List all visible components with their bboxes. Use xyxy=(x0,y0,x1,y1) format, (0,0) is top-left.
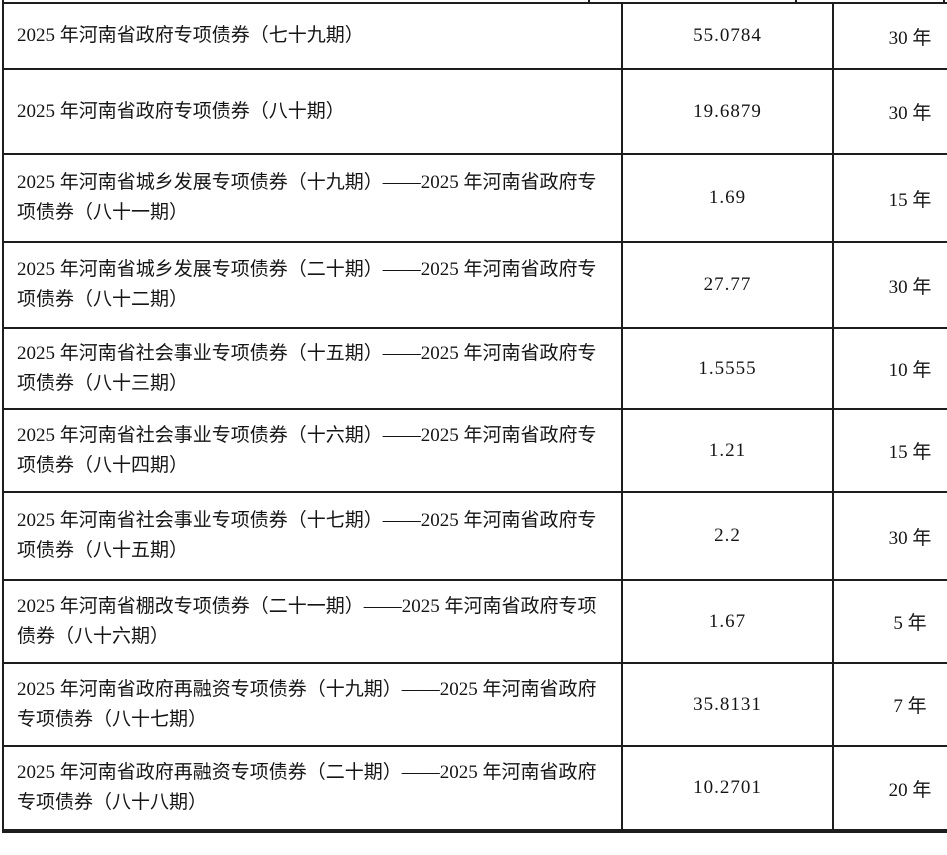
bond-term-cell: 10 年 xyxy=(832,327,947,410)
bond-table: 2025 年河南省政府专项债券（七十九期） 55.0784 30 年 2025 … xyxy=(2,2,947,833)
bond-amount-cell: 2.2 xyxy=(621,491,834,581)
table-row: 2025 年河南省社会事业专项债券（十七期）——2025 年河南省政府专项债券（… xyxy=(2,491,947,581)
table-row: 2025 年河南省棚改专项债券（二十一期）——2025 年河南省政府专项债券（八… xyxy=(2,579,947,664)
bond-term-cell: 30 年 xyxy=(832,491,947,581)
bond-name-cell: 2025 年河南省社会事业专项债券（十五期）——2025 年河南省政府专项债券（… xyxy=(2,327,623,410)
table-row: 2025 年河南省政府再融资专项债券（十九期）——2025 年河南省政府专项债券… xyxy=(2,662,947,747)
table-gridline-stub xyxy=(2,0,4,4)
bond-name-cell: 2025 年河南省城乡发展专项债券（二十期）——2025 年河南省政府专项债券（… xyxy=(2,241,623,329)
bond-amount-cell: 10.2701 xyxy=(621,745,834,833)
table-row: 2025 年河南省政府专项债券（八十期） 19.6879 30 年 xyxy=(2,68,947,155)
table-gridline-stub xyxy=(588,0,590,4)
table-row: 2025 年河南省社会事业专项债券（十六期）——2025 年河南省政府专项债券（… xyxy=(2,408,947,493)
bond-name-cell: 2025 年河南省社会事业专项债券（十七期）——2025 年河南省政府专项债券（… xyxy=(2,491,623,581)
table-row: 2025 年河南省社会事业专项债券（十五期）——2025 年河南省政府专项债券（… xyxy=(2,327,947,410)
bond-term-cell: 30 年 xyxy=(832,68,947,155)
bond-name-cell: 2025 年河南省城乡发展专项债券（十九期）——2025 年河南省政府专项债券（… xyxy=(2,153,623,243)
bond-term-cell: 30 年 xyxy=(832,2,947,70)
bond-table-body: 2025 年河南省政府专项债券（七十九期） 55.0784 30 年 2025 … xyxy=(2,2,947,833)
bond-amount-cell: 1.69 xyxy=(621,153,834,243)
table-row: 2025 年河南省城乡发展专项债券（十九期）——2025 年河南省政府专项债券（… xyxy=(2,153,947,243)
table-row: 2025 年河南省城乡发展专项债券（二十期）——2025 年河南省政府专项债券（… xyxy=(2,241,947,329)
bond-amount-cell: 19.6879 xyxy=(621,68,834,155)
bond-name-cell: 2025 年河南省政府再融资专项债券（二十期）——2025 年河南省政府专项债券… xyxy=(2,745,623,833)
table-row: 2025 年河南省政府再融资专项债券（二十期）——2025 年河南省政府专项债券… xyxy=(2,745,947,833)
bond-name-cell: 2025 年河南省政府再融资专项债券（十九期）——2025 年河南省政府专项债券… xyxy=(2,662,623,747)
bond-amount-cell: 27.77 xyxy=(621,241,834,329)
bond-term-cell: 15 年 xyxy=(832,153,947,243)
bond-name-cell: 2025 年河南省政府专项债券（七十九期） xyxy=(2,2,623,70)
bond-term-cell: 15 年 xyxy=(832,408,947,493)
table-gridline-stub xyxy=(943,0,945,4)
bond-term-cell: 20 年 xyxy=(832,745,947,833)
bond-amount-cell: 1.67 xyxy=(621,579,834,664)
bond-name-cell: 2025 年河南省社会事业专项债券（十六期）——2025 年河南省政府专项债券（… xyxy=(2,408,623,493)
table-row: 2025 年河南省政府专项债券（七十九期） 55.0784 30 年 xyxy=(2,2,947,70)
bond-amount-cell: 1.21 xyxy=(621,408,834,493)
bond-name-cell: 2025 年河南省政府专项债券（八十期） xyxy=(2,68,623,155)
bond-amount-cell: 35.8131 xyxy=(621,662,834,747)
table-gridline-stub xyxy=(795,0,797,4)
bond-amount-cell: 1.5555 xyxy=(621,327,834,410)
bond-name-cell: 2025 年河南省棚改专项债券（二十一期）——2025 年河南省政府专项债券（八… xyxy=(2,579,623,664)
bond-term-cell: 7 年 xyxy=(832,662,947,747)
bond-term-cell: 30 年 xyxy=(832,241,947,329)
bond-term-cell: 5 年 xyxy=(832,579,947,664)
bond-amount-cell: 55.0784 xyxy=(621,2,834,70)
